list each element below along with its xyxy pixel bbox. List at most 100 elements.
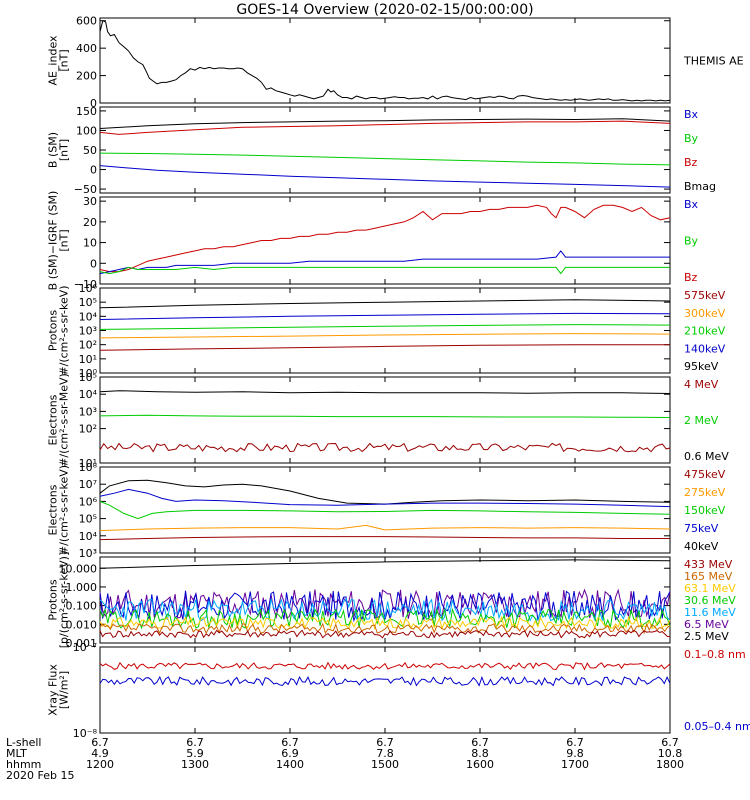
legend-item: 210keV [684,325,726,338]
panel-electrons_mev: 10¹ 10² 10³ 10⁴ 10⁵ Electrons#/(cm²-s-sr-MeV)… [47,371,730,470]
series-line [99,675,671,687]
y-tick-label: 10² [79,339,97,352]
x-tick-label-lshell: 6.7 [186,736,204,749]
series-line [99,120,671,135]
x-tick-label-mlt: 10.8 [658,747,683,760]
panel-electrons_kev: 10³ 10⁴ 10⁵ 10⁶ 10⁷ 10⁸ Electrons#/(cm²-s-sr-k… [47,461,726,560]
y-tick-label: 600 [76,15,97,28]
y-tick-label: 10⁵ [79,296,97,309]
legend-item: 2 MeV [684,414,719,427]
y-tick-label: 10¹ [79,457,97,470]
y-tick-label: 10⁷ [79,478,97,491]
series-line [99,414,671,418]
series-line [99,344,670,351]
legend-item: 575keV [684,289,726,302]
legend-item: Bx [684,198,699,211]
y-tick-label: 10⁻⁸ [73,727,98,740]
footer-date: 2020 Feb 15 [6,769,74,782]
y-axis-label: #/(cm²-s-sr-keV) [58,465,71,555]
series-line [99,597,671,622]
x-tick-label-lshell: 6.7 [566,736,584,749]
series-line [99,333,671,339]
panel-bigrf: −10 0 10 20 30 B (SM)−IGRF (SM)[nT] Bx By Bz [47,191,699,291]
y-axis-label: B (SM)−IGRF (SM) [47,191,60,291]
legend-item: 0.05–0.4 nm [684,720,750,733]
y-axis-label: Protons [47,579,60,620]
y-tick-label: 10³ [79,405,97,418]
footer-lshell-label: L-shell [6,736,42,749]
chart-title: GOES-14 Overview (2020-02-15/00:00:00) [236,2,533,18]
y-tick-label: 1.000 [66,581,98,594]
y-tick-label: 100 [76,124,97,137]
y-tick-label: 20 [83,216,97,229]
x-tick-label-lshell: 6.7 [661,736,679,749]
series-line [99,324,671,330]
x-tick-label-mlt: 9.8 [566,747,584,760]
time-axis-footer: L-shell MLT hhmm 2020 Feb 15 6.74.912006… [6,736,684,782]
legend-item: Bmag [684,180,716,193]
legend-item: Bz [684,271,698,284]
legend-item: 30.6 MeV [684,594,736,607]
y-tick-label: 10.000 [59,562,98,575]
panel-frame [99,556,671,644]
y-axis-label: [nT] [58,229,71,251]
legend-item: 6.5 MeV [684,618,729,631]
x-tick-label-mlt: 6.9 [281,747,299,760]
y-tick-label: 0.010 [66,618,98,631]
x-tick-label-hhmm: 1700 [561,758,589,771]
series-line [99,479,671,505]
x-tick-label-mlt: 8.8 [471,747,489,760]
legend-item: By [684,235,699,248]
panel-ae: 0 200 400 600 AE_index[nT] THEMIS AE [47,15,744,110]
legend-item: 475keV [684,468,726,481]
x-tick-label-lshell: 6.7 [376,736,394,749]
x-tick-label-hhmm: 1400 [276,758,304,771]
legend-item: 40keV [684,540,719,553]
y-axis-label: B (SM) [47,132,60,168]
y-axis-label: [nT] [58,139,71,161]
series-line [99,488,671,508]
legend-item: Bz [684,156,698,169]
legend-item: 433 MeV [684,558,733,571]
y-axis-label: Xray Flux [47,664,60,716]
y-tick-label: 10⁻⁷ [73,641,97,654]
x-tick-label-hhmm: 1300 [181,758,209,771]
panel-protons_mev: 0.001 0.010 0.100 1.000 10.000 Protons[p/(cm²… [47,552,737,650]
x-tick-label-lshell: 6.7 [471,736,489,749]
panel-bsm: −50 0 50 100 150 B (SM)[nT] Bx By Bz Bmag [47,105,717,196]
y-tick-label: 150 [76,105,97,118]
panel-frame [99,196,671,285]
y-tick-label: 50 [83,144,97,157]
legend-item: Bx [684,108,699,121]
series-line [99,118,671,129]
legend-item: THEMIS AE [683,55,744,68]
series-line [99,299,671,309]
y-tick-label: 10² [79,423,97,436]
legend-item: 300keV [684,307,726,320]
series-line [99,165,671,188]
y-tick-label: 0.001 [66,637,98,650]
y-tick-label: 10⁴ [79,530,98,543]
series-line [99,390,671,394]
y-tick-label: 10 [83,237,97,250]
y-axis-label: #/(cm²-s-sr-MeV) [58,373,71,467]
footer-mlt-label: MLT [6,747,27,760]
y-tick-label: −10 [74,278,97,291]
panel-frame [99,17,671,104]
legend-item: 0.6 MeV [684,450,729,463]
y-tick-label: 0 [90,257,97,270]
legend-item: 11.6 MeV [684,606,736,619]
series-line [99,524,671,532]
x-tick-label-hhmm: 1200 [86,758,114,771]
x-tick-label-lshell: 6.7 [281,736,299,749]
y-axis-label: #/(cm²-s-sr-keV) [58,285,71,375]
series-line [99,250,670,275]
y-tick-label: 10¹ [79,353,97,366]
y-axis-label: Protons [47,310,60,351]
y-tick-label: 10⁶ [79,282,98,295]
legend-item: 165 MeV [684,570,733,583]
series-line [99,312,671,320]
